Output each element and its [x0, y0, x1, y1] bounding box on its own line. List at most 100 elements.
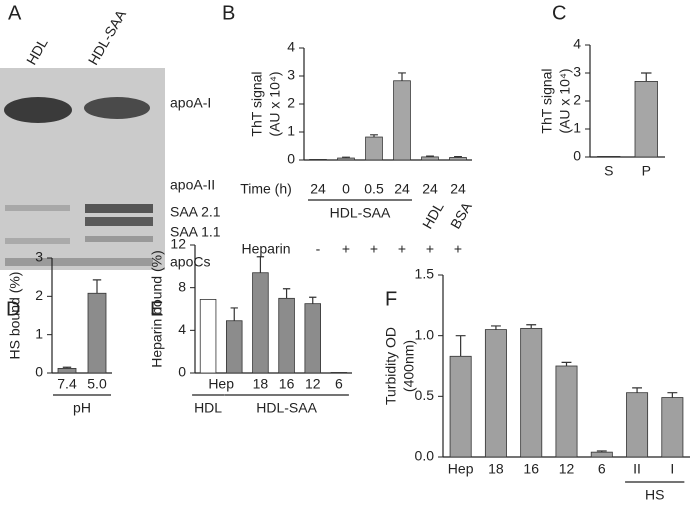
- gel-band: [85, 236, 153, 242]
- error-bar: [561, 361, 572, 366]
- bar: [57, 367, 77, 374]
- x-tick-label: 6: [598, 461, 606, 477]
- bar: [225, 320, 243, 374]
- x-axis-label: pH: [73, 400, 91, 416]
- y-tick-label: 1.5: [415, 266, 435, 282]
- y-axis-label: Heparin bound (%): [149, 250, 165, 368]
- error-bar: [398, 72, 406, 81]
- error-bar: [454, 156, 462, 158]
- x-tick-label: 24: [310, 181, 326, 197]
- heparin-sign: +: [342, 241, 350, 257]
- gel-band: [5, 258, 153, 266]
- y-tick-label: 0.5: [415, 387, 435, 403]
- bar: [449, 355, 472, 458]
- x-tick-label: Hep: [448, 461, 474, 477]
- band-label: apoA-I: [170, 95, 211, 111]
- x-tick-label: 24: [394, 181, 410, 197]
- row-label: Heparin: [241, 241, 290, 257]
- bar: [393, 80, 411, 161]
- x-tick-label: P: [642, 163, 651, 179]
- panel-letter: F: [385, 288, 397, 310]
- y-axis-label: HS bound (%): [7, 272, 23, 360]
- x-tick-label: 7.4: [57, 376, 77, 392]
- gel-band: [4, 97, 72, 123]
- x-tick-label: 24: [450, 181, 466, 197]
- x-tick-label: Hep: [208, 376, 234, 392]
- bar: [365, 136, 383, 161]
- error-bar: [490, 325, 501, 330]
- error-bar: [256, 256, 265, 273]
- y-tick-label: 2: [287, 95, 295, 111]
- y-tick-label: 0: [573, 148, 581, 164]
- gel-band: [84, 97, 150, 119]
- bar: [309, 159, 327, 161]
- x-tick-label: 16: [523, 461, 539, 477]
- y-tick-label: 2: [35, 287, 43, 303]
- y-tick-label: 3: [287, 67, 295, 83]
- error-bar: [455, 335, 466, 357]
- y-tick-label: 4: [178, 321, 186, 337]
- lane-label: HDL: [23, 35, 51, 67]
- x-tick-label: 24: [422, 181, 438, 197]
- y-tick-label: 4: [287, 39, 295, 55]
- bar: [634, 81, 658, 158]
- group-label: HS: [645, 487, 664, 503]
- y-tick-label: 2: [573, 92, 581, 108]
- gel-band: [85, 204, 153, 213]
- y-axis-label: (AU x 10⁴): [267, 71, 283, 136]
- band-label: apoA-II: [170, 177, 215, 193]
- error-bar: [62, 366, 72, 369]
- x-tick-label: I: [670, 461, 674, 477]
- x-tick-label: 16: [279, 376, 295, 392]
- panel-letter: E: [150, 298, 163, 320]
- y-tick-label: 1: [287, 123, 295, 139]
- bar: [449, 157, 467, 161]
- bar: [555, 365, 578, 458]
- y-tick-label: 3: [35, 249, 43, 265]
- x-tick-label: 12: [305, 376, 321, 392]
- gel-band: [5, 238, 70, 244]
- x-tick-label: 12: [559, 461, 575, 477]
- panel-letter: A: [8, 2, 22, 24]
- x-tick-label: 18: [488, 461, 504, 477]
- error-bar: [526, 324, 537, 329]
- group-label: HDL-SAA: [256, 400, 317, 416]
- error-bar: [230, 307, 238, 321]
- band-label: apoCs: [170, 254, 210, 270]
- error-bar: [632, 387, 643, 393]
- y-axis-label: Turbidity OD: [383, 327, 399, 405]
- error-bar: [342, 156, 350, 159]
- x-tick-label: 18: [253, 376, 269, 392]
- panel-letter: D: [6, 298, 20, 320]
- gel-panel: A HDL HDL-SAA apoA-I apoA-II SAA 2.1 SAA…: [0, 2, 221, 270]
- group-label: HDL-SAA: [330, 205, 391, 221]
- group-label: HDL: [194, 400, 222, 416]
- bar: [484, 329, 507, 458]
- y-tick-label: 8: [178, 278, 186, 294]
- lane-label: HDL-SAA: [85, 7, 130, 68]
- heparin-sign: +: [426, 241, 434, 257]
- bar: [330, 372, 348, 374]
- bar: [661, 397, 684, 458]
- x-tick-label: II: [633, 461, 641, 477]
- bar: [421, 156, 439, 161]
- y-axis-label: (400nm): [401, 340, 417, 392]
- heparin-sign: +: [398, 241, 406, 257]
- error-bar: [309, 296, 317, 304]
- group-label: BSA: [447, 199, 475, 232]
- x-tick-label: 5.0: [87, 376, 107, 392]
- y-tick-label: 3: [573, 64, 581, 80]
- gel-band: [85, 217, 153, 226]
- y-tick-label: 1.0: [415, 326, 435, 342]
- bar: [278, 297, 295, 374]
- y-axis-label: ThT signal: [249, 71, 265, 136]
- bar: [199, 298, 217, 374]
- error-bar: [641, 72, 652, 82]
- y-tick-label: 12: [170, 236, 186, 252]
- bar: [590, 451, 613, 458]
- heparin-sign: -: [316, 241, 321, 257]
- band-label: SAA 1.1: [170, 224, 221, 240]
- heparin-sign: +: [454, 241, 462, 257]
- y-tick-label: 0.0: [415, 448, 435, 464]
